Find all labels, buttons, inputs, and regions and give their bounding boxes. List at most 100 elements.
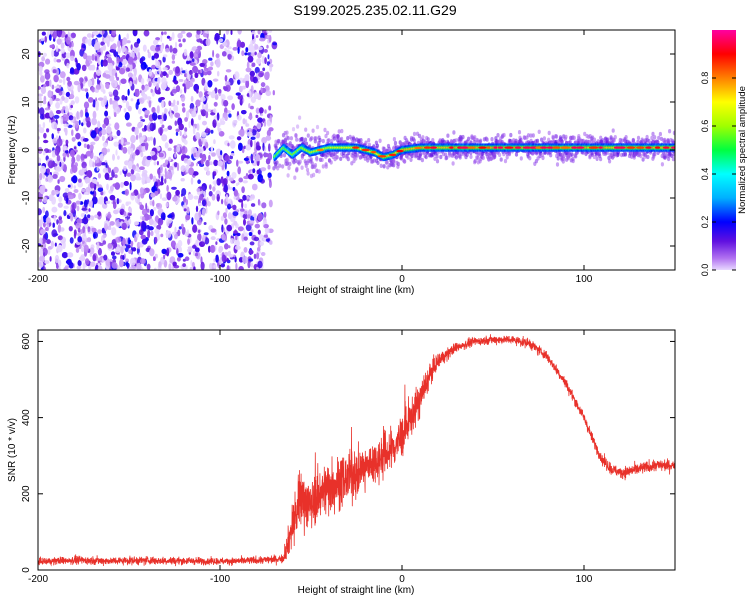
spectrogram-noise-cell [142, 44, 147, 52]
spectrogram-noise-cell [232, 204, 237, 210]
spectrogram-noise-cell [84, 258, 90, 265]
spectrogram-noise-cell [182, 107, 186, 113]
spectrogram-noise-cell [174, 120, 178, 126]
spectrogram-noise-cell [267, 164, 271, 170]
spectrogram-noise-cell [195, 239, 199, 247]
spectrogram-halo-cell [541, 155, 545, 161]
spectrogram-noise-cell [255, 114, 259, 118]
spectrogram-noise-cell [243, 157, 250, 161]
spectrogram-noise-cell [153, 52, 159, 59]
spectrogram-noise-cell [38, 124, 42, 129]
spectrogram-noise-cell [127, 105, 132, 112]
spectrogram-noise-cell [38, 208, 42, 216]
spectrogram-noise-cell [256, 58, 262, 65]
spectrogram-halo-cell [671, 156, 675, 162]
spectrogram-noise-cell [237, 166, 241, 175]
spectrogram-noise-cell [202, 70, 208, 76]
spectrogram-noise-cell [251, 160, 254, 164]
spectrogram-noise-cell [106, 126, 112, 134]
spectrogram-noise-cell [182, 83, 186, 87]
spectrogram-noise-cell [254, 66, 260, 74]
spectrogram-noise-cell [173, 99, 176, 105]
spectrogram-noise-cell [227, 53, 232, 60]
spectrogram-noise-cell [140, 234, 146, 240]
spectrogram-noise-cell [146, 176, 151, 183]
spectrogram-halo-cell [433, 156, 437, 161]
spectrogram-noise-cell [268, 105, 272, 111]
spectrogram-noise-cell [104, 172, 110, 180]
spectrogram-halo-cell [324, 133, 328, 139]
spectrogram-noise-cell [66, 62, 70, 69]
spectrogram-noise-cell [158, 66, 162, 75]
spectrogram-noise-cell [261, 252, 266, 256]
spectrogram-halo-cell [317, 169, 321, 174]
spectrogram-noise-cell [152, 74, 156, 78]
spectrogram-noise-cell [201, 199, 207, 207]
spectrogram-noise-cell [121, 45, 126, 53]
spectrogram-noise-cell [153, 256, 156, 262]
spectrogram-noise-cell [117, 155, 120, 160]
spectrogram-noise-cell [140, 61, 147, 70]
spectrogram-noise-cell [144, 143, 149, 151]
spectrogram-noise-cell [104, 110, 108, 117]
spectrogram-noise-cell [45, 58, 51, 65]
spectrogram-noise-cell [78, 169, 85, 176]
spectrogram-noise-cell [115, 246, 121, 254]
spectrogram-noise-cell [148, 80, 152, 88]
spectrogram-halo-cell [324, 164, 328, 169]
spectrogram-noise-cell [260, 112, 263, 117]
spectrogram-noise-cell [94, 55, 98, 61]
spectrogram-noise-cell [187, 238, 191, 245]
spectrogram-noise-cell [183, 131, 187, 137]
spectrogram-noise-cell [194, 252, 199, 257]
spectrogram-halo-cell [323, 127, 327, 133]
spectrogram-noise-cell [111, 251, 115, 256]
spectrogram-noise-cell [65, 52, 72, 59]
spectrogram-noise-cell [224, 162, 227, 170]
spectrogram-noise-cell [179, 89, 183, 94]
spectrogram-noise-cell [130, 98, 134, 102]
spectrogram-noise-cell [127, 146, 131, 155]
spectrogram-halo-cell [448, 153, 452, 158]
spectrogram-halo-cell [420, 157, 424, 163]
spectrogram-noise-cell [135, 88, 140, 93]
spectrogram-noise-cell [248, 258, 254, 262]
spectrogram-halo-cell [298, 115, 302, 120]
spectrogram-halo-cell [275, 160, 279, 165]
spectrogram-noise-cell [146, 208, 150, 213]
spectrogram-noise-cell [266, 35, 270, 39]
spectrogram-noise-cell [91, 178, 98, 184]
spectrogram-noise-cell [227, 203, 232, 210]
spectrogram-noise-cell [40, 229, 46, 235]
spectrogram-halo-cell [289, 136, 293, 141]
spectrogram-noise-cell [230, 140, 236, 149]
spectrogram-noise-cell [182, 204, 188, 210]
spectrogram-noise-cell [268, 30, 273, 33]
spectrogram-noise-cell [228, 160, 232, 164]
spectrogram-halo-cell [672, 152, 675, 157]
spectrogram-halo-cell [538, 153, 542, 159]
spectrogram-noise-cell [127, 160, 133, 170]
spectrogram-noise-cell [71, 156, 76, 164]
spectrogram-noise-cell [89, 181, 95, 189]
spectrogram-noise-cell [52, 31, 57, 39]
spectrogram-noise-cell [75, 222, 81, 229]
spectrogram-noise-cell [102, 59, 108, 67]
spectrogram-noise-cell [65, 114, 69, 121]
spectrogram-noise-cell [255, 132, 261, 139]
spectrogram-halo-cell [599, 156, 603, 162]
spectrogram-noise-cell [47, 160, 54, 169]
spectrogram-noise-cell [41, 31, 46, 36]
spectrogram-noise-cell [212, 119, 217, 128]
spectrogram-halo-cell [561, 159, 565, 164]
spectrogram-noise-cell [153, 207, 157, 211]
spectrogram-noise-cell [91, 34, 94, 38]
spectrogram-noise-cell [118, 219, 125, 223]
spectrogram-noise-cell [133, 189, 139, 196]
spectrogram-noise-cell [162, 67, 168, 71]
spectrogram-noise-cell [130, 257, 136, 266]
spectrogram-noise-cell [241, 201, 244, 209]
spectrogram-halo-cell [577, 134, 581, 139]
spectrogram-noise-cell [51, 229, 58, 238]
spectrogram-noise-cell [147, 49, 150, 54]
